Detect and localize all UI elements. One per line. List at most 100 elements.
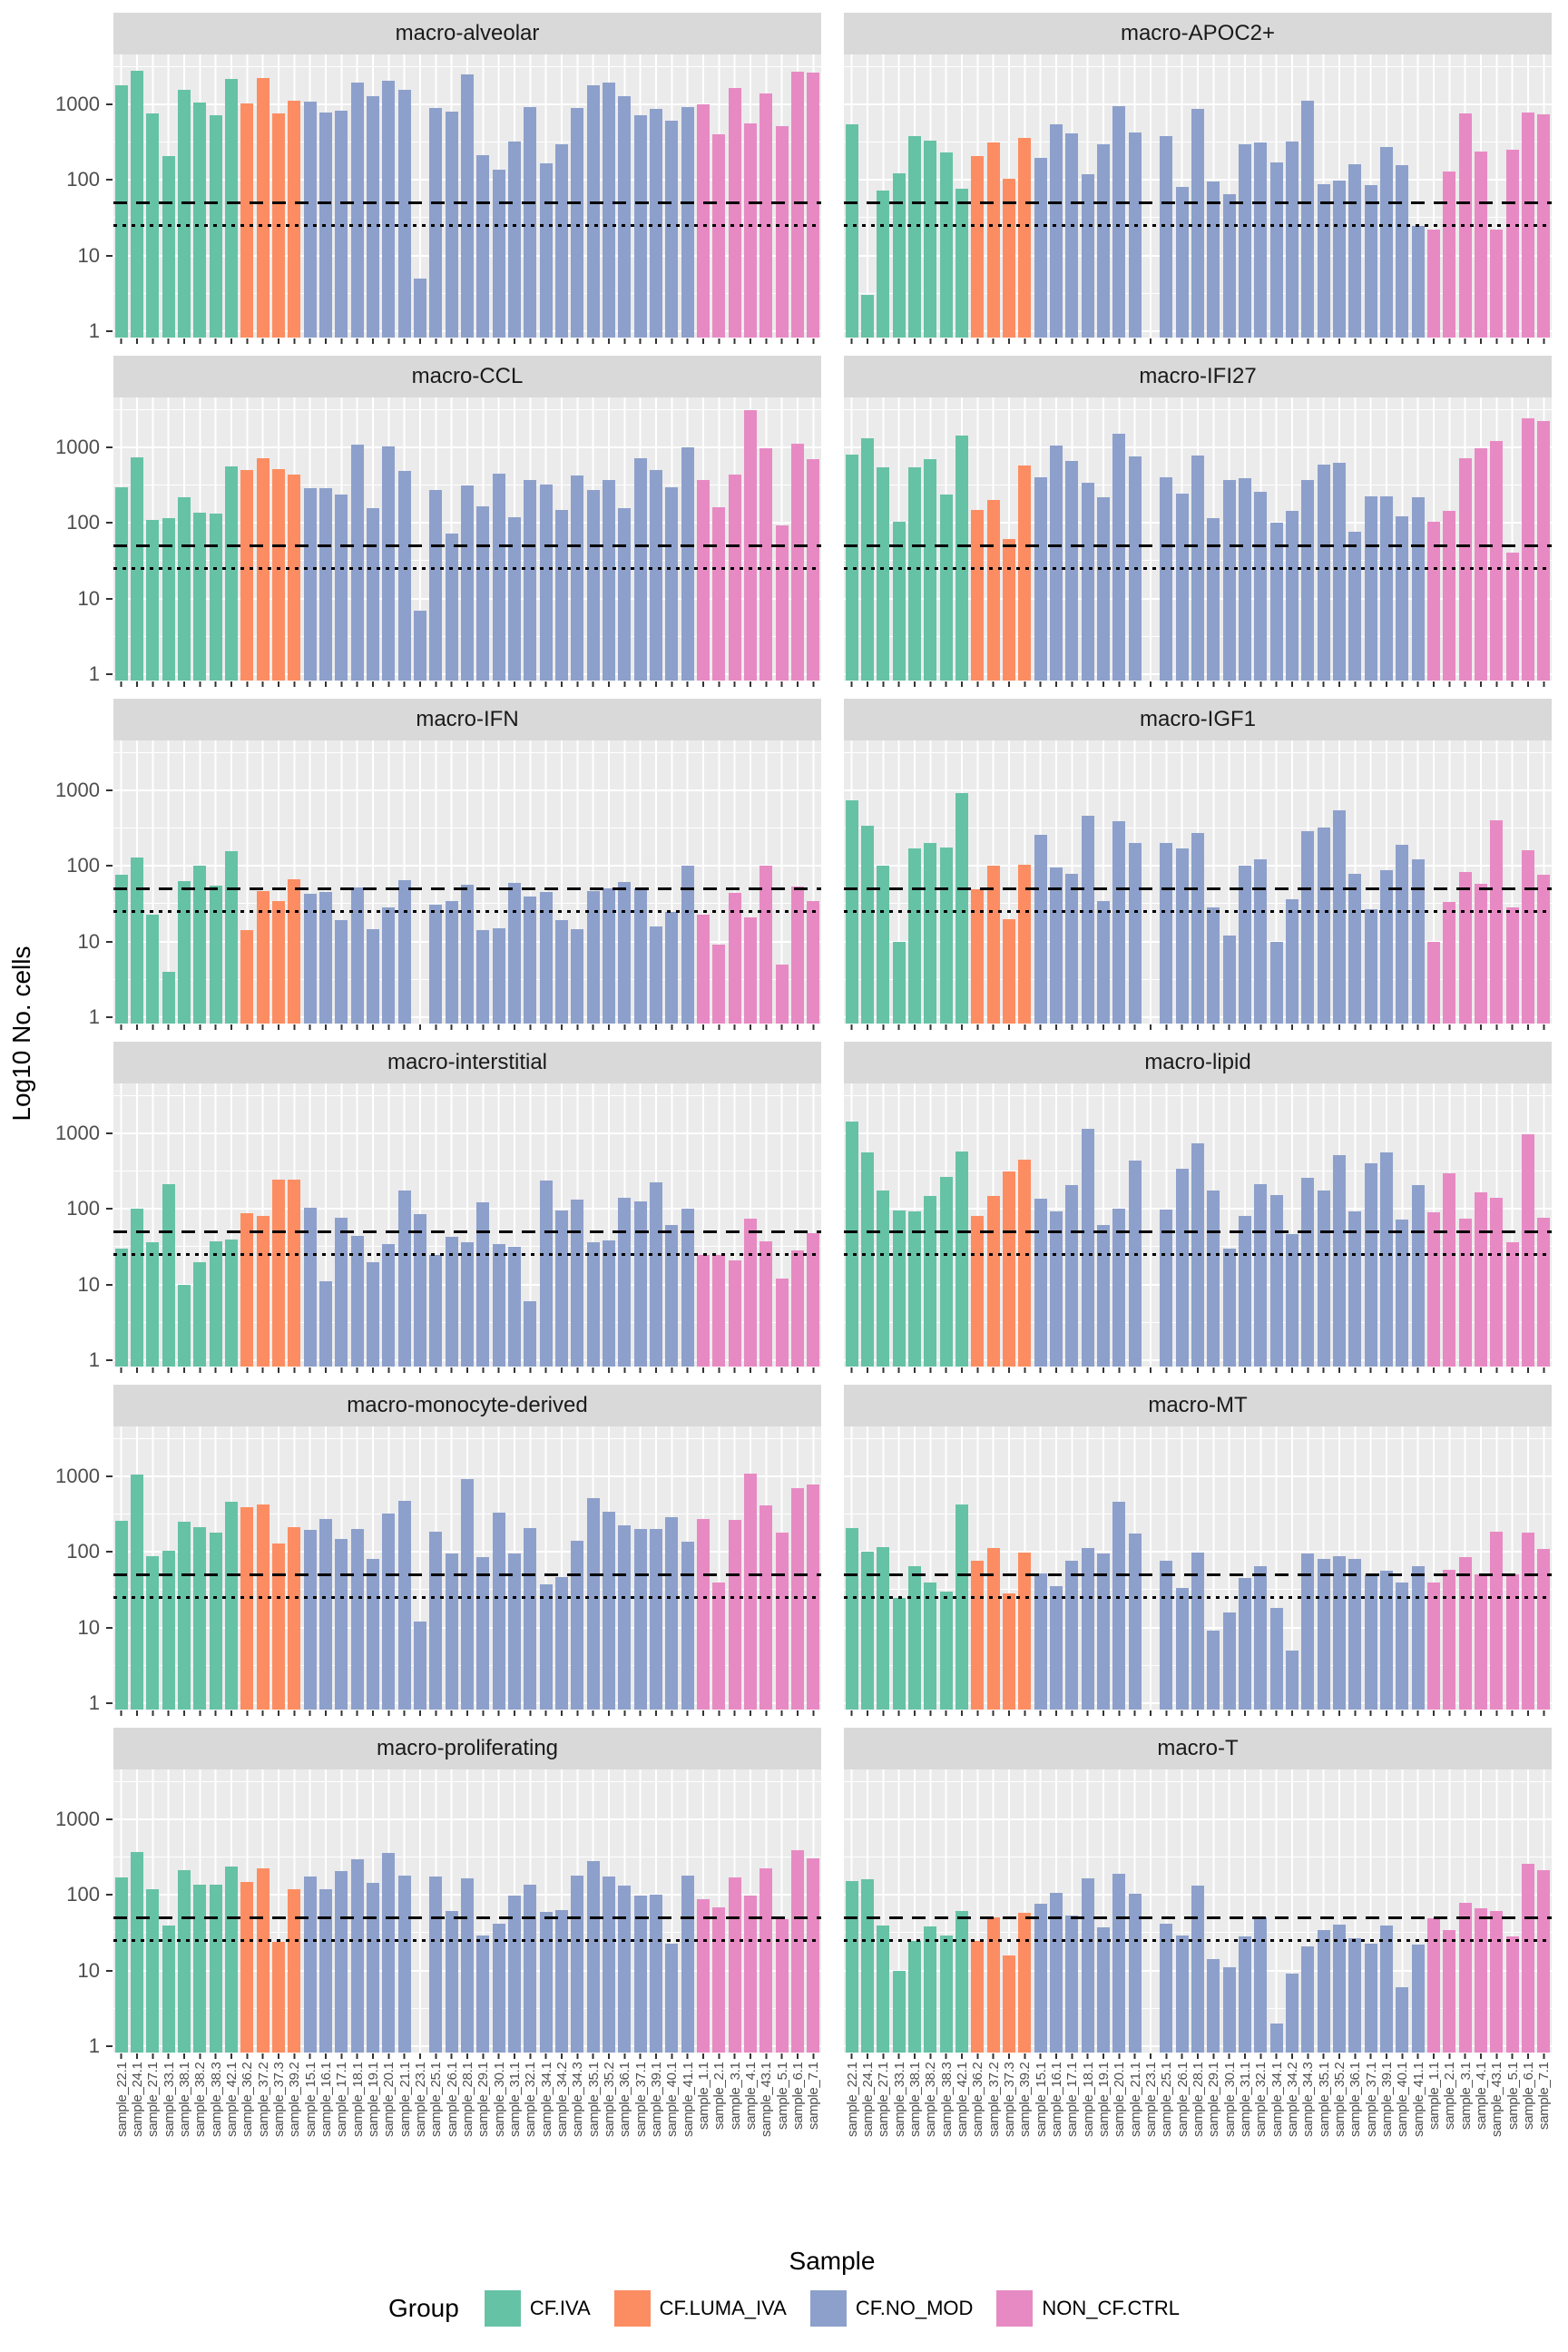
bar-sample_34.2 [1286,899,1298,1024]
y-tick-mark [106,940,113,943]
bar-sample_3.1 [728,1259,741,1367]
bar-sample_19.1 [367,507,379,681]
bar-sample_4.1 [744,1896,757,2053]
bar-sample_32.1 [1254,1916,1268,2053]
bar-sample_34.1 [539,1180,553,1367]
bar-sample_21.1 [397,1191,411,1367]
reference-line-dotted [113,1253,821,1256]
bar-sample_39.1 [1380,1570,1393,1710]
x-tick-label: sample_27.1 [876,2062,892,2137]
bar-sample_2.1 [712,945,726,1024]
legend-item-CF.LUMA_IVA[interactable]: CF.LUMA_IVA [613,2290,787,2327]
bar-sample_2.1 [712,134,726,338]
bar-sample_37.2 [256,1867,270,2053]
bar-sample_34.2 [555,920,568,1024]
bar-sample_5.1 [1505,150,1519,338]
bar-sample_5.1 [775,1918,789,2053]
y-tick-mark [106,1701,113,1704]
bar-sample_34.1 [1269,941,1283,1024]
reference-line-dotted [844,567,1552,570]
x-axis-ticks [844,1024,1552,1030]
bar-sample_34.3 [1301,1945,1315,2053]
x-tick-label: sample_35.1 [585,2062,602,2137]
bar-sample_16.1 [319,1889,332,2053]
bar-sample_34.2 [1286,1233,1298,1367]
bar-sample_34.3 [1301,100,1315,338]
bar-sample_38.1 [908,1210,921,1367]
bar-sample_28.1 [461,1242,474,1367]
bar-sample_3.1 [728,88,741,338]
bar-sample_24.1 [861,295,874,338]
bar-sample_32.1 [524,1301,537,1367]
legend-item-CF.NO_MOD[interactable]: CF.NO_MOD [809,2290,973,2327]
bar-sample_37.3 [1003,1955,1015,2053]
y-tick-mark [106,1358,113,1361]
bar-sample_17.1 [335,494,348,681]
bar-sample_36.1 [618,507,632,681]
bar-sample_20.1 [382,906,396,1024]
facet-panel [113,1769,821,2053]
bar-sample_34.1 [539,1584,553,1710]
x-tick-label: sample_38.3 [938,2062,955,2137]
bar-sample_36.2 [240,1213,254,1367]
bar-sample_38.3 [939,1591,953,1710]
bar-sample_38.2 [924,1926,937,2053]
bar-sample_6.1 [791,886,804,1024]
bar-sample_15.1 [1034,1199,1047,1367]
bar-sample_41.1 [681,1876,694,2053]
bar-sample_28.1 [461,1479,474,1710]
bar-sample_27.1 [146,1555,160,1710]
bar-sample_41.1 [1411,225,1425,338]
bar-sample_40.1 [665,487,679,681]
bar-sample_43.1 [1490,1911,1504,2053]
bar-sample_18.1 [350,444,364,681]
bar-sample_33.1 [162,1184,175,1367]
facet-panel [844,1426,1552,1710]
bar-sample_2.1 [1443,1570,1456,1710]
reference-line-dotted [113,567,821,570]
bar-sample_5.1 [1505,1242,1519,1367]
bar-sample_24.1 [861,1152,874,1367]
bar-sample_22.1 [845,1121,858,1367]
bar-sample_18.1 [1081,1547,1094,1710]
bar-sample_24.1 [861,1552,874,1710]
bar-sample_35.1 [1317,183,1330,338]
bar-sample_3.1 [728,1520,741,1710]
bar-sample_30.1 [492,474,505,681]
bar-sample_36.1 [1348,164,1362,338]
y-tick-label: 100 [66,1883,100,1906]
bar-sample_29.1 [476,1556,490,1710]
bar-sample_34.2 [1286,511,1298,681]
bar-sample_5.1 [775,1279,789,1367]
legend-item-CF.IVA[interactable]: CF.IVA [484,2290,591,2327]
bar-sample_33.1 [892,521,906,681]
bar-sample_1.1 [697,1519,710,1710]
x-tick-label: sample_32.1 [523,2062,539,2137]
reference-line-dashed [113,887,821,890]
bar-sample_34.2 [555,509,568,681]
x-axis-ticks [113,1367,821,1373]
bar-sample_20.1 [382,1244,396,1367]
bar-sample_43.1 [760,1867,773,2053]
bar-sample_1.1 [1427,1918,1440,2053]
bar-sample_22.1 [114,487,128,681]
bar-sample_34.3 [1301,479,1315,681]
bar-sample_15.1 [303,1876,317,2053]
x-axis-ticks [113,338,821,344]
x-tick-label: sample_29.1 [1206,2062,1222,2137]
y-axis-title: Log10 No. cells [7,946,35,1122]
bar-sample_18.1 [350,887,364,1024]
bar-sample_26.1 [1175,494,1189,681]
bar-sample_37.2 [256,77,270,338]
bar-sample_3.1 [728,1877,741,2053]
bar-sample_33.1 [162,971,175,1024]
bar-sample_38.3 [209,1241,222,1367]
bar-sample_39.2 [1018,138,1032,338]
bar-sample_34.3 [1301,1178,1315,1367]
bar-sample_17.1 [1065,460,1079,681]
x-tick-label: sample_30.1 [1221,2062,1238,2137]
bar-sample_35.2 [603,1877,615,2053]
legend-item-NON_CF.CTRL[interactable]: NON_CF.CTRL [996,2290,1180,2327]
x-tick-label: sample_38.2 [923,2062,939,2137]
